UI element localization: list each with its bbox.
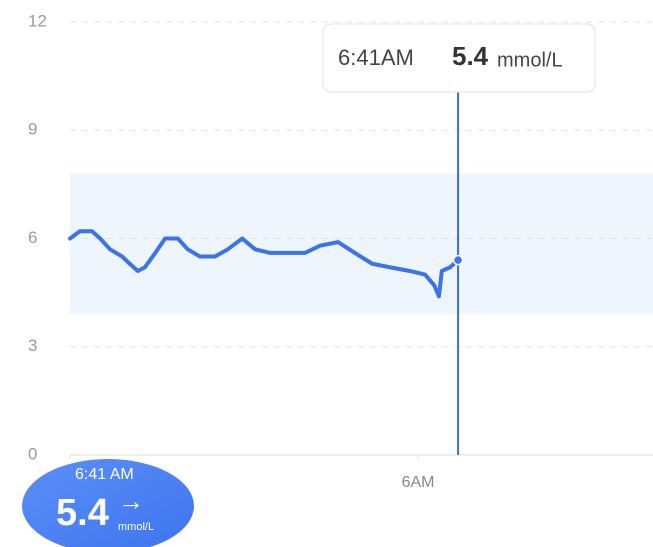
- target-range: [70, 173, 653, 315]
- tooltip-box: [322, 23, 596, 93]
- y-tick-label: 0: [28, 444, 37, 463]
- y-tick-label: 3: [28, 336, 37, 355]
- x-tick-label: 6AM: [402, 474, 435, 491]
- badge-trend: →: [118, 486, 144, 516]
- tooltip-value: 5.4: [452, 41, 489, 71]
- badge-time: 6:41 AM: [75, 466, 134, 483]
- glucose-line: [68, 229, 461, 299]
- tooltip: 6:41AM 5.4 mmol/L: [322, 23, 596, 93]
- y-tick-label: 9: [28, 120, 37, 139]
- tooltip-time: 6:41AM: [338, 45, 414, 70]
- badge-unit: mmol/L: [118, 521, 154, 533]
- badge-value: 5.4: [56, 492, 109, 534]
- tooltip-unit: mmol/L: [497, 49, 563, 71]
- current-reading-badge[interactable]: 6:41 AM 5.4 → mmol/L: [22, 459, 194, 547]
- y-tick-label: 12: [28, 11, 47, 30]
- y-tick-label: 6: [28, 228, 37, 247]
- badge-background[interactable]: [22, 459, 194, 547]
- current-point: [452, 254, 464, 266]
